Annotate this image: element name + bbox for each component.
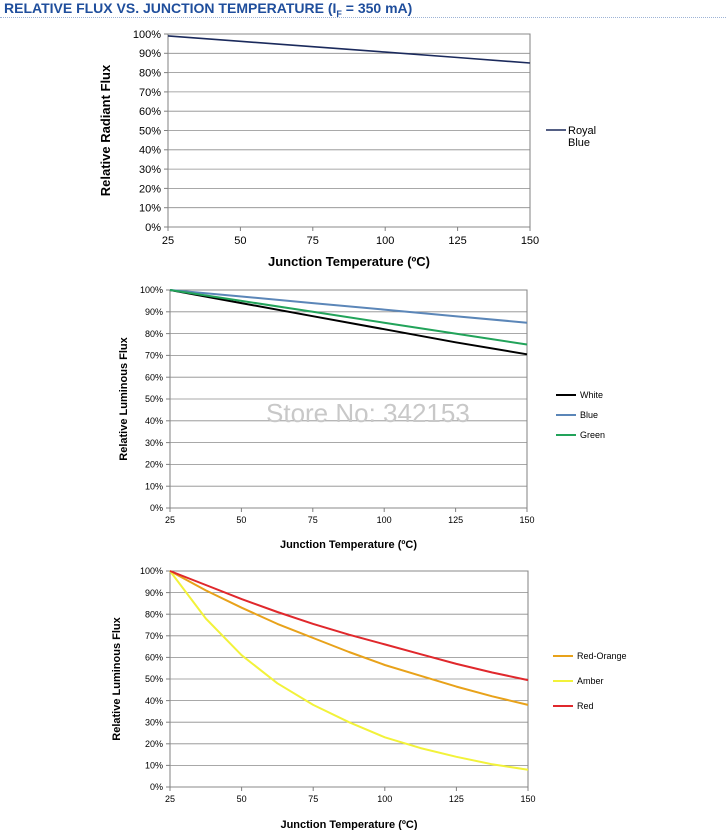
x-tick-label: 100 bbox=[376, 235, 394, 247]
y-tick-label: 90% bbox=[139, 48, 161, 60]
title-main: RELATIVE FLUX VS. JUNCTION TEMPERATURE (… bbox=[4, 0, 337, 16]
legend-label: Royal Blue bbox=[568, 125, 596, 149]
x-axis-label: Junction Temperature (ºC) bbox=[268, 254, 430, 269]
y-tick-label: 80% bbox=[139, 67, 161, 79]
title-subscript: F bbox=[336, 8, 342, 19]
series-line-blue bbox=[169, 289, 528, 324]
y-tick-label: 30% bbox=[145, 717, 163, 727]
y-tick-label: 90% bbox=[145, 307, 163, 317]
y-tick-label: 20% bbox=[145, 739, 163, 749]
y-tick-label: 70% bbox=[139, 87, 161, 99]
x-tick-label: 150 bbox=[519, 515, 534, 525]
y-tick-label: 70% bbox=[145, 351, 163, 361]
y-tick-label: 60% bbox=[139, 106, 161, 118]
x-tick-label: 25 bbox=[165, 794, 175, 804]
x-tick-label: 50 bbox=[234, 235, 246, 247]
series-line-green bbox=[169, 289, 528, 346]
y-tick-label: 0% bbox=[145, 222, 161, 234]
y-tick-label: 0% bbox=[150, 782, 163, 792]
y-tick-label: 60% bbox=[145, 372, 163, 382]
title-divider bbox=[0, 17, 726, 19]
y-axis-label: Relative Radiant Flux bbox=[98, 64, 113, 196]
series-line-white bbox=[169, 289, 528, 356]
chart-luminous-flux-white-blue-green: 0% 10% 20% 30% 40% 50% 60% 70% 80% 90% 100% 25 50 75 1… bbox=[118, 285, 605, 551]
y-tick-label: 10% bbox=[139, 203, 161, 215]
y-tick-label: 30% bbox=[139, 164, 161, 176]
legend-label: Amber bbox=[577, 676, 604, 686]
y-tick-label: 10% bbox=[145, 761, 163, 771]
x-tick-label: 125 bbox=[449, 794, 464, 804]
y-tick-label: 20% bbox=[145, 460, 163, 470]
y-tick-label: 100% bbox=[140, 566, 163, 576]
y-tick-label: 40% bbox=[139, 145, 161, 157]
y-tick-label: 0% bbox=[150, 503, 163, 513]
x-tick-label: 75 bbox=[308, 515, 318, 525]
y-tick-label: 100% bbox=[133, 29, 161, 41]
x-tick-label: 50 bbox=[237, 794, 247, 804]
x-tick-label: 100 bbox=[377, 515, 392, 525]
series-line-amber bbox=[169, 570, 529, 771]
legend-label: White bbox=[580, 390, 603, 400]
y-tick-label: 80% bbox=[145, 329, 163, 339]
x-tick-label: 150 bbox=[521, 235, 539, 247]
x-tick-label: 25 bbox=[162, 235, 174, 247]
series-line-red-orange bbox=[169, 570, 529, 706]
y-tick-label: 90% bbox=[145, 588, 163, 598]
legend-label: Blue bbox=[580, 410, 598, 420]
y-tick-label: 100% bbox=[140, 285, 163, 295]
x-axis-label: Junction Temperature (ºC) bbox=[280, 819, 417, 830]
series-line-red bbox=[169, 570, 529, 682]
x-tick-label: 150 bbox=[520, 794, 535, 804]
store-watermark: Store No: 342153 bbox=[266, 398, 470, 428]
y-tick-label: 80% bbox=[145, 609, 163, 619]
chart-radiant-flux: 0% 10% 20% 30% 40% 50% 60% 70% 80% 90% 100% 25 50 75 1… bbox=[98, 29, 596, 269]
page-title: RELATIVE FLUX VS. JUNCTION TEMPERATURE (… bbox=[4, 0, 412, 19]
y-axis-label: Relative Luminous Flux bbox=[118, 336, 130, 460]
y-tick-label: 50% bbox=[145, 394, 163, 404]
y-tick-label: 40% bbox=[145, 416, 163, 426]
x-tick-label: 125 bbox=[448, 515, 463, 525]
y-tick-label: 70% bbox=[145, 631, 163, 641]
y-tick-label: 40% bbox=[145, 696, 163, 706]
y-axis-label: Relative Luminous Flux bbox=[111, 616, 123, 740]
x-tick-label: 50 bbox=[236, 515, 246, 525]
y-tick-label: 50% bbox=[139, 125, 161, 137]
y-tick-label: 10% bbox=[145, 481, 163, 491]
y-tick-label: 50% bbox=[145, 674, 163, 684]
series-line-royal-blue bbox=[167, 35, 531, 64]
y-tick-label: 60% bbox=[145, 653, 163, 663]
x-tick-label: 100 bbox=[377, 794, 392, 804]
legend-label: Red bbox=[577, 701, 594, 711]
x-axis-label: Junction Temperature (ºC) bbox=[280, 539, 417, 551]
y-tick-label: 30% bbox=[145, 438, 163, 448]
title-tail: = 350 mA) bbox=[341, 0, 413, 16]
y-tick-label: 20% bbox=[139, 183, 161, 195]
legend-label: Red-Orange bbox=[577, 651, 627, 661]
legend-label: Green bbox=[580, 430, 605, 440]
x-tick-label: 75 bbox=[308, 794, 318, 804]
x-tick-label: 125 bbox=[448, 235, 466, 247]
x-tick-label: 75 bbox=[307, 235, 319, 247]
x-tick-label: 25 bbox=[165, 515, 175, 525]
